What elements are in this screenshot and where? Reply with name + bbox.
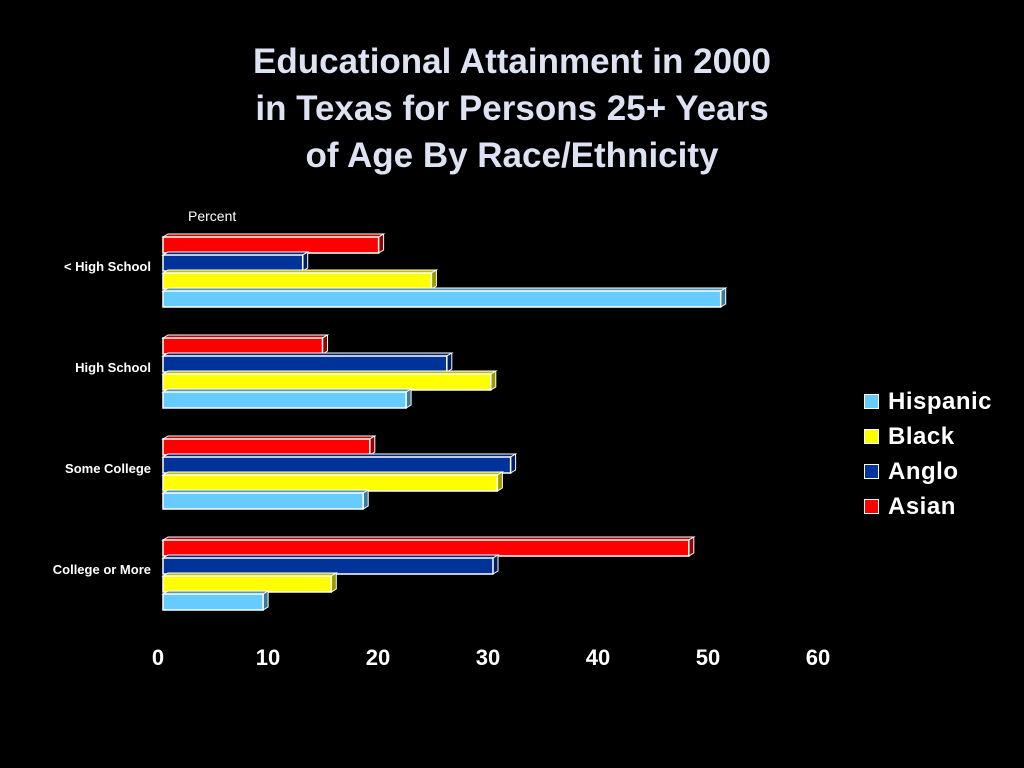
bar-anglo-high-school [161, 352, 454, 373]
bar-front-hispanic [162, 492, 364, 510]
bar-black-some-college [161, 471, 505, 492]
x-tick-50: 50 [696, 645, 720, 670]
bar-side-hispanic [262, 590, 269, 611]
bar-asian-high-school [161, 233, 386, 254]
bar-hispanic-some-college [161, 489, 371, 510]
title-line-2: in Texas for Persons 25+ Years [255, 89, 769, 128]
bar-side-anglo [510, 453, 517, 474]
bar-front-asian [162, 438, 371, 456]
bar-asian-high-school [161, 334, 330, 355]
bar-asian-some-college [161, 435, 377, 456]
legend-swatch-hispanic [864, 394, 879, 409]
legend-label-anglo: Anglo [888, 457, 959, 485]
legend-label-hispanic: Hispanic [888, 387, 993, 415]
category-label-high-school: High School [75, 360, 151, 375]
legend-label-asian: Asian [888, 492, 956, 520]
bar-side-hispanic [362, 489, 369, 510]
bar-hispanic-high-school [161, 388, 413, 409]
x-tick-30: 30 [476, 645, 500, 670]
bar-front-black [162, 373, 492, 391]
bar-asian-college-or-more [161, 536, 696, 557]
title-line-1: Educational Attainment in 2000 [253, 42, 771, 81]
bar-front-hispanic [162, 593, 264, 611]
bar-front-asian [162, 236, 380, 254]
bar-side-anglo [302, 251, 309, 272]
x-tick-labels: 0 10 20 30 40 50 60 [152, 645, 830, 670]
category-label-high-school: < High School [64, 259, 151, 274]
bar-black-high-school [161, 269, 439, 290]
x-tick-0: 0 [152, 645, 164, 670]
bar-front-black [162, 575, 333, 593]
legend-item-hispanic: Hispanic [864, 384, 992, 419]
bar-hispanic-college-or-more [161, 590, 270, 611]
legend-item-black: Black [864, 419, 992, 454]
legend-swatch-black [864, 429, 879, 444]
bar-front-anglo [162, 557, 494, 575]
x-tick-20: 20 [366, 645, 390, 670]
bar-black-high-school [161, 370, 498, 391]
category-labels: < High School High School Some College Coll… [53, 259, 151, 577]
bar-anglo-some-college [161, 453, 518, 474]
bar-front-anglo [162, 355, 448, 373]
bar-hispanic-high-school [161, 287, 728, 308]
bar-side-hispanic [405, 388, 412, 409]
bar-front-anglo [162, 456, 512, 474]
bar-front-asian [162, 539, 690, 557]
x-tick-60: 60 [806, 645, 830, 670]
bar-anglo-college-or-more [161, 554, 500, 575]
x-tick-10: 10 [256, 645, 280, 670]
bar-front-hispanic [162, 391, 407, 409]
category-label-college-or-more: College or More [53, 562, 151, 577]
chart-title: Educational Attainment in 2000 in Texas … [0, 38, 1024, 179]
bar-front-hispanic [162, 290, 722, 308]
bar-front-black [162, 474, 499, 492]
bar-front-asian [162, 337, 324, 355]
legend-item-asian: Asian [864, 489, 992, 524]
bar-black-college-or-more [161, 572, 339, 593]
bar-anglo-high-school [161, 251, 310, 272]
bars-group [161, 233, 728, 611]
title-line-3: of Age By Race/Ethnicity [305, 136, 719, 175]
x-tick-40: 40 [586, 645, 610, 670]
bar-side-asian [378, 233, 385, 254]
legend-swatch-asian [864, 499, 879, 514]
legend-swatch-anglo [864, 464, 879, 479]
bar-front-anglo [162, 254, 304, 272]
bar-front-black [162, 272, 433, 290]
legend-label-black: Black [888, 422, 955, 450]
category-label-some-college: Some College [65, 461, 151, 476]
legend: Hispanic Black Anglo Asian [864, 384, 992, 524]
legend-item-anglo: Anglo [864, 454, 992, 489]
unit-label: Percent [188, 208, 236, 224]
